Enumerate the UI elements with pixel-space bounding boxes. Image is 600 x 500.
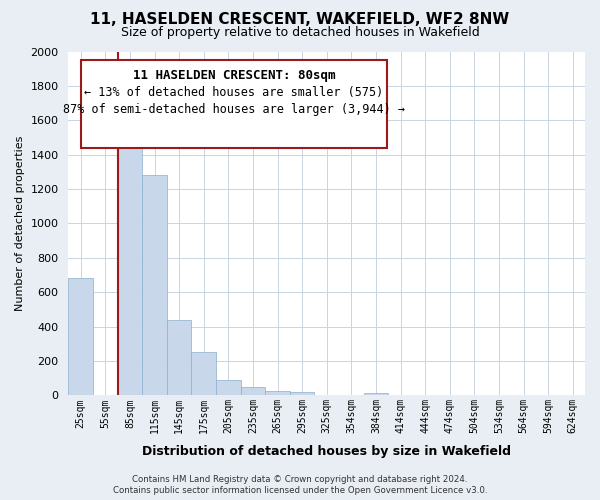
Bar — [364, 393, 388, 396]
Bar — [142, 176, 167, 396]
Bar — [216, 380, 241, 396]
X-axis label: Distribution of detached houses by size in Wakefield: Distribution of detached houses by size … — [142, 444, 511, 458]
Bar — [265, 390, 290, 396]
Text: Contains public sector information licensed under the Open Government Licence v3: Contains public sector information licen… — [113, 486, 487, 495]
Text: 11 HASELDEN CRESCENT: 80sqm: 11 HASELDEN CRESCENT: 80sqm — [133, 69, 335, 82]
Bar — [68, 278, 93, 396]
Text: ← 13% of detached houses are smaller (575): ← 13% of detached houses are smaller (57… — [85, 86, 383, 99]
Y-axis label: Number of detached properties: Number of detached properties — [15, 136, 25, 311]
Text: Size of property relative to detached houses in Wakefield: Size of property relative to detached ho… — [121, 26, 479, 39]
Bar — [191, 352, 216, 396]
Bar — [167, 320, 191, 396]
Text: 87% of semi-detached houses are larger (3,944) →: 87% of semi-detached houses are larger (… — [63, 102, 405, 116]
Bar — [241, 387, 265, 396]
Text: Contains HM Land Registry data © Crown copyright and database right 2024.: Contains HM Land Registry data © Crown c… — [132, 475, 468, 484]
Text: 11, HASELDEN CRESCENT, WAKEFIELD, WF2 8NW: 11, HASELDEN CRESCENT, WAKEFIELD, WF2 8N… — [91, 12, 509, 28]
Bar — [290, 392, 314, 396]
Bar — [118, 115, 142, 396]
